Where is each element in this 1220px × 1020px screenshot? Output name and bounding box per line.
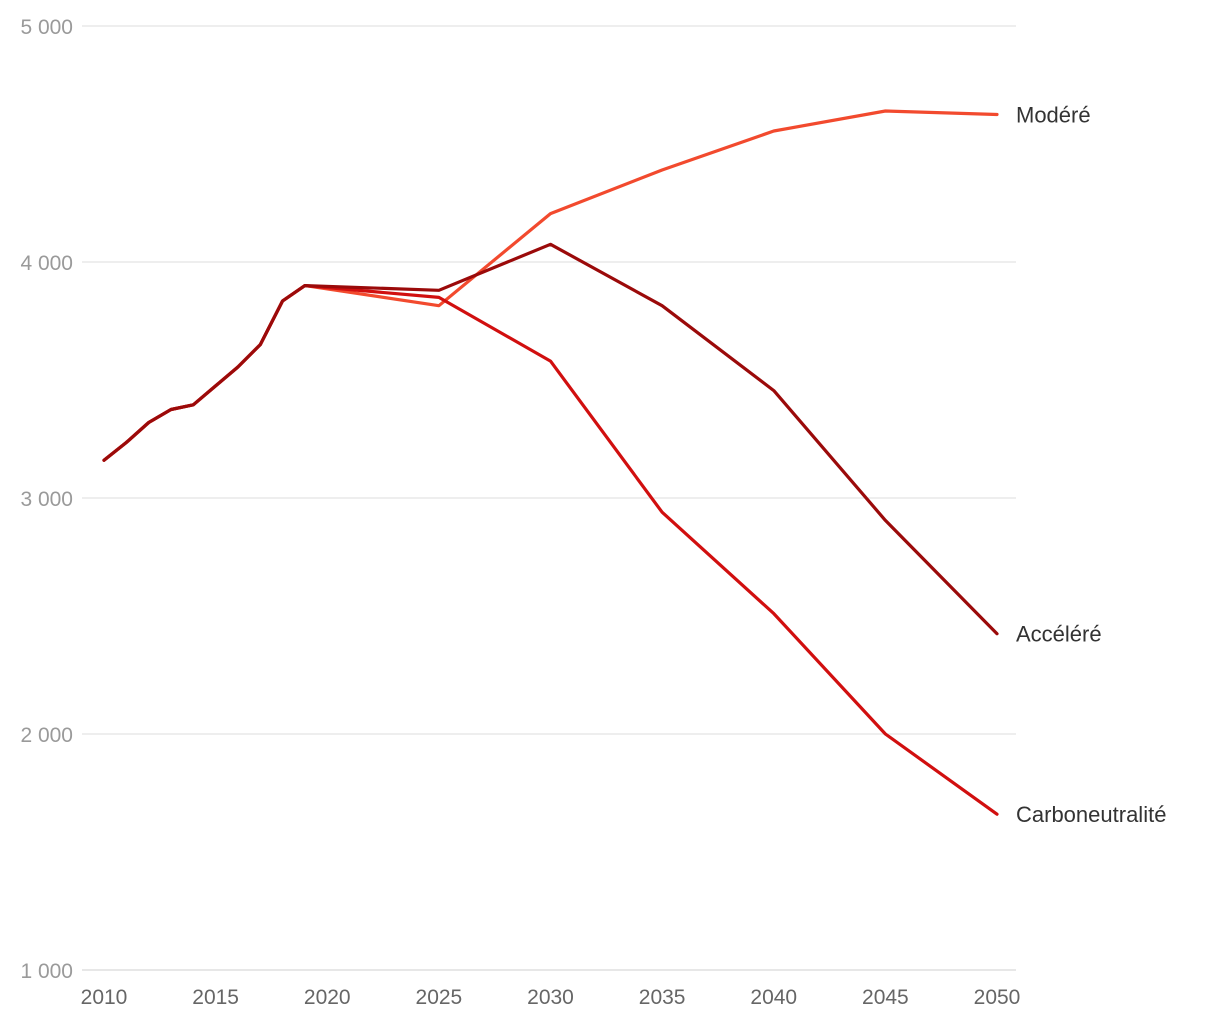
x-tick-label: 2045 <box>862 986 909 1009</box>
y-tick-label: 4 000 <box>20 252 73 275</box>
series-line-modere <box>102 109 999 462</box>
y-tick-label: 5 000 <box>20 16 73 39</box>
series-label-modere: Modéré <box>1016 103 1091 128</box>
y-axis-ticks: 1 000 2 000 3 000 4 000 5 000 <box>20 16 73 983</box>
x-tick-label: 2040 <box>750 986 797 1009</box>
series-label-carboneutralite: Carboneutralité <box>1016 802 1166 827</box>
x-tick-label: 2035 <box>639 986 686 1009</box>
series-line-accelere <box>102 242 999 636</box>
series-labels: Modéré Carboneutralité Accéléré <box>1016 103 1166 828</box>
x-tick-label: 2030 <box>527 986 574 1009</box>
x-axis-ticks: 2010 2015 2020 2025 2030 2035 2040 2045 2050 <box>81 986 1021 1009</box>
series-label-accelere: Accéléré <box>1016 622 1102 647</box>
y-tick-label: 1 000 <box>20 960 73 983</box>
y-tick-label: 2 000 <box>20 724 73 747</box>
x-tick-label: 2015 <box>192 986 239 1009</box>
y-tick-label: 3 000 <box>20 488 73 511</box>
series-lines <box>102 109 999 816</box>
gridlines <box>82 25 1016 971</box>
x-tick-label: 2025 <box>416 986 463 1009</box>
x-tick-label: 2020 <box>304 986 351 1009</box>
x-tick-label: 2050 <box>974 986 1021 1009</box>
x-tick-label: 2010 <box>81 986 128 1009</box>
